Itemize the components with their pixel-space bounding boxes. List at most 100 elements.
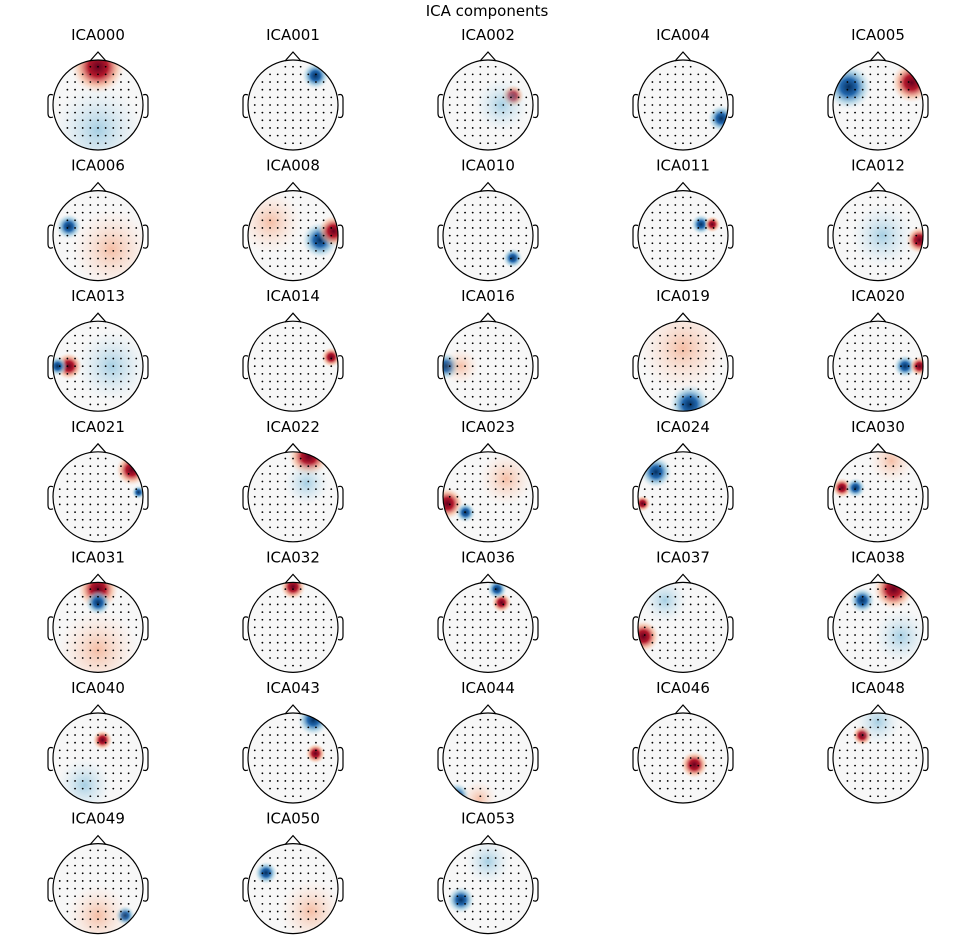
- sensor: [81, 864, 84, 867]
- sensor: [674, 726, 677, 729]
- sensor: [884, 204, 887, 206]
- sensor: [448, 626, 451, 629]
- sensor: [517, 234, 520, 237]
- sensor: [261, 372, 264, 375]
- topomap: ICA011: [632, 157, 734, 282]
- sensor: [487, 257, 489, 260]
- sensor: [884, 380, 887, 383]
- sensor: [674, 626, 677, 629]
- sensor: [74, 772, 76, 775]
- sensor: [104, 872, 107, 875]
- sensor: [854, 634, 856, 636]
- sensor: [120, 895, 122, 898]
- sensor: [854, 726, 856, 729]
- sensor: [104, 864, 107, 867]
- ear-right: [532, 355, 539, 380]
- sensor: [494, 734, 497, 736]
- sensor: [104, 81, 107, 83]
- sensor: [487, 81, 489, 83]
- sensor: [284, 534, 287, 536]
- sensor: [494, 350, 497, 352]
- sensor: [89, 334, 92, 337]
- sensor: [659, 734, 661, 736]
- sensor: [877, 603, 879, 606]
- sensor: [299, 734, 302, 736]
- sensor: [487, 196, 489, 199]
- sensor: [689, 211, 692, 214]
- sensor: [525, 227, 528, 229]
- sensor: [269, 641, 271, 644]
- sensor: [861, 749, 864, 752]
- sensor: [712, 257, 715, 260]
- sensor: [471, 757, 474, 759]
- nose: [674, 573, 692, 584]
- sensor: [846, 119, 849, 122]
- sensor: [697, 357, 700, 360]
- sensor: [292, 334, 294, 337]
- sensor: [915, 618, 918, 621]
- sensor: [97, 104, 99, 106]
- sensor: [682, 726, 684, 729]
- sensor: [448, 495, 451, 498]
- sensor: [854, 127, 856, 129]
- sensor: [112, 127, 115, 129]
- sensor: [861, 73, 864, 76]
- sensor: [479, 196, 482, 199]
- sensor: [97, 603, 99, 606]
- sensor: [502, 611, 505, 613]
- sensor: [682, 588, 684, 591]
- sensor: [861, 372, 864, 375]
- sensor: [846, 488, 849, 491]
- sensor: [877, 250, 879, 252]
- sensor: [705, 234, 707, 237]
- sensor: [651, 365, 654, 368]
- sensor: [900, 388, 902, 391]
- sensor: [502, 887, 505, 890]
- sensor: [697, 134, 700, 137]
- sensor: [892, 127, 895, 129]
- sensor: [448, 764, 451, 767]
- sensor: [66, 741, 69, 744]
- sensor: [81, 265, 84, 268]
- sensor: [869, 611, 872, 613]
- sensor: [494, 372, 497, 375]
- sensor: [915, 634, 918, 636]
- sensor: [487, 73, 489, 76]
- sensor: [292, 242, 294, 245]
- sensor: [869, 657, 872, 659]
- sensor: [315, 111, 317, 114]
- ear-right: [142, 224, 149, 249]
- sensor: [854, 657, 856, 659]
- sensor: [269, 910, 271, 913]
- sensor: [666, 787, 669, 790]
- sensor: [97, 250, 99, 252]
- sensor: [479, 657, 482, 659]
- blob: [909, 356, 923, 377]
- sensor: [97, 342, 99, 345]
- sensor: [97, 534, 99, 536]
- sensor: [81, 634, 84, 636]
- sensor: [510, 342, 512, 345]
- sensor: [479, 641, 482, 644]
- sensor: [89, 472, 92, 475]
- sensor: [651, 81, 654, 83]
- sensor: [299, 925, 302, 928]
- sensor: [712, 81, 715, 83]
- sensor: [877, 657, 879, 659]
- sensor: [456, 211, 459, 214]
- sensor: [674, 618, 677, 621]
- sensor: [315, 365, 317, 368]
- sensor: [643, 634, 646, 636]
- sensor: [299, 380, 302, 383]
- sensor: [697, 734, 700, 736]
- sensor: [884, 518, 887, 521]
- sensor: [479, 649, 482, 652]
- sensor: [682, 795, 684, 798]
- sensor: [471, 780, 474, 782]
- sensor: [712, 757, 715, 759]
- sensor: [292, 227, 294, 229]
- sensor: [89, 104, 92, 106]
- sensor: [81, 380, 84, 383]
- nose: [479, 181, 497, 192]
- sensor: [705, 127, 707, 129]
